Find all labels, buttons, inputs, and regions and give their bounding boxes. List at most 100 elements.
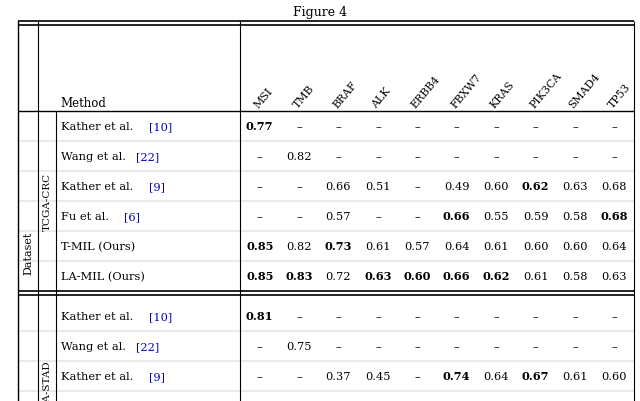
Text: 0.60: 0.60 <box>523 241 548 251</box>
Text: –: – <box>257 211 262 221</box>
Text: –: – <box>611 311 617 321</box>
Text: 0.62: 0.62 <box>522 181 549 192</box>
Text: ALK: ALK <box>370 85 393 110</box>
Text: –: – <box>296 211 302 221</box>
Text: –: – <box>572 311 578 321</box>
Text: KRAS: KRAS <box>488 79 516 110</box>
Text: 0.68: 0.68 <box>602 182 627 192</box>
Text: 0.74: 0.74 <box>443 371 470 381</box>
Text: –: – <box>454 122 460 132</box>
Text: –: – <box>296 122 302 132</box>
Text: –: – <box>375 152 381 162</box>
Text: 0.61: 0.61 <box>523 271 548 281</box>
Text: 0.59: 0.59 <box>523 211 548 221</box>
Text: 0.60: 0.60 <box>562 241 588 251</box>
Text: –: – <box>375 211 381 221</box>
Text: 0.61: 0.61 <box>483 241 509 251</box>
Text: –: – <box>375 311 381 321</box>
Text: –: – <box>611 152 617 162</box>
Text: [22]: [22] <box>136 152 159 162</box>
Text: Kather et al.: Kather et al. <box>61 182 137 192</box>
Text: 0.66: 0.66 <box>443 211 470 222</box>
Text: –: – <box>493 311 499 321</box>
Text: 0.66: 0.66 <box>443 271 470 282</box>
Text: 0.85: 0.85 <box>246 241 273 252</box>
Text: –: – <box>335 341 341 351</box>
Text: Method: Method <box>60 97 106 110</box>
Text: –: – <box>415 182 420 192</box>
Text: FBXW7: FBXW7 <box>449 72 483 110</box>
Text: T-MIL (Ours): T-MIL (Ours) <box>61 241 135 251</box>
Text: [10]: [10] <box>148 122 172 132</box>
Text: –: – <box>415 341 420 351</box>
Text: 0.62: 0.62 <box>483 271 510 282</box>
Text: –: – <box>572 341 578 351</box>
Text: Wang et al.: Wang et al. <box>61 152 130 162</box>
Text: 0.49: 0.49 <box>444 182 470 192</box>
Text: 0.60: 0.60 <box>404 271 431 282</box>
Text: –: – <box>611 341 617 351</box>
Text: –: – <box>415 371 420 381</box>
Text: –: – <box>572 152 578 162</box>
Text: 0.67: 0.67 <box>522 371 549 381</box>
Text: –: – <box>257 371 262 381</box>
Text: 0.51: 0.51 <box>365 182 390 192</box>
Text: 0.73: 0.73 <box>324 241 352 252</box>
Text: 0.55: 0.55 <box>483 211 509 221</box>
Text: 0.58: 0.58 <box>562 211 588 221</box>
Text: 0.64: 0.64 <box>483 371 509 381</box>
Text: 0.63: 0.63 <box>364 271 392 282</box>
Text: SMAD4: SMAD4 <box>567 71 602 110</box>
Text: 0.63: 0.63 <box>602 271 627 281</box>
Text: –: – <box>257 341 262 351</box>
Text: ERBB4: ERBB4 <box>410 74 442 110</box>
Text: TP53: TP53 <box>607 81 632 110</box>
Text: –: – <box>493 341 499 351</box>
Text: BRAF: BRAF <box>331 79 359 110</box>
Text: 0.82: 0.82 <box>286 241 312 251</box>
Text: 0.82: 0.82 <box>286 152 312 162</box>
Text: [10]: [10] <box>148 311 172 321</box>
Text: 0.72: 0.72 <box>326 271 351 281</box>
Text: 0.64: 0.64 <box>602 241 627 251</box>
Text: –: – <box>375 341 381 351</box>
Text: –: – <box>572 122 578 132</box>
Text: [6]: [6] <box>124 211 140 221</box>
Text: –: – <box>257 182 262 192</box>
Text: 0.37: 0.37 <box>326 371 351 381</box>
Text: –: – <box>415 211 420 221</box>
Text: –: – <box>493 152 499 162</box>
Text: –: – <box>415 311 420 321</box>
Text: 0.61: 0.61 <box>562 371 588 381</box>
Text: –: – <box>532 152 538 162</box>
Text: MSI: MSI <box>252 86 275 110</box>
Text: 0.66: 0.66 <box>326 182 351 192</box>
Text: TCGA-CRC: TCGA-CRC <box>42 172 51 231</box>
Text: –: – <box>296 182 302 192</box>
Text: 0.60: 0.60 <box>483 182 509 192</box>
Text: –: – <box>296 311 302 321</box>
Text: LA-MIL (Ours): LA-MIL (Ours) <box>61 271 145 282</box>
Text: 0.45: 0.45 <box>365 371 390 381</box>
Text: Wang et al.: Wang et al. <box>61 341 130 351</box>
Text: [9]: [9] <box>148 182 164 192</box>
Text: –: – <box>257 152 262 162</box>
Text: –: – <box>454 341 460 351</box>
Text: TCGA-STAD: TCGA-STAD <box>42 359 51 401</box>
Text: 0.63: 0.63 <box>562 182 588 192</box>
Text: –: – <box>375 122 381 132</box>
Text: –: – <box>611 122 617 132</box>
Text: Fu et al.: Fu et al. <box>61 211 113 221</box>
Text: [22]: [22] <box>136 341 159 351</box>
Text: –: – <box>454 152 460 162</box>
Text: –: – <box>296 371 302 381</box>
Text: –: – <box>415 152 420 162</box>
Text: 0.57: 0.57 <box>404 241 430 251</box>
Text: 0.58: 0.58 <box>562 271 588 281</box>
Text: 0.75: 0.75 <box>286 341 312 351</box>
Text: 0.64: 0.64 <box>444 241 470 251</box>
Text: 0.60: 0.60 <box>602 371 627 381</box>
Text: –: – <box>335 311 341 321</box>
Text: 0.85: 0.85 <box>246 271 273 282</box>
Text: PIK3CA: PIK3CA <box>528 70 563 110</box>
